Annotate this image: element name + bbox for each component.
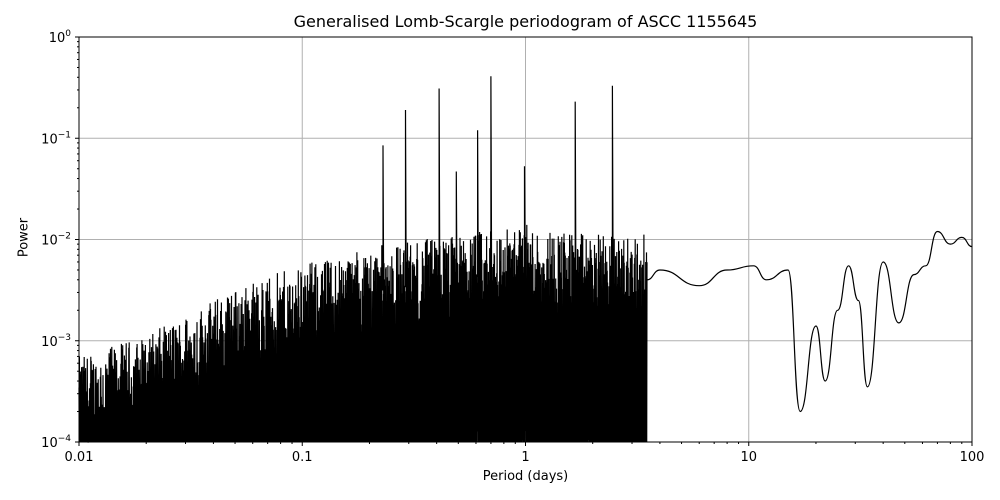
x-tick-label: 100 (960, 450, 985, 465)
power-curve (78, 76, 973, 443)
x-tick-label: 1 (521, 450, 529, 465)
y-tick-labels: 100 10−1 10−2 10−3 10−4 (41, 29, 71, 451)
x-tick-labels: 0.01 0.1 1 10 100 (65, 450, 985, 465)
x-tick-label: 0.01 (65, 450, 94, 465)
x-tick-label: 10 (740, 450, 757, 465)
chart-title: Generalised Lomb-Scargle periodogram of … (293, 12, 758, 31)
y-tick-label: 10−3 (41, 333, 71, 350)
x-axis-label: Period (days) (482, 469, 569, 484)
plot-frame (78, 36, 973, 443)
y-tick-label: 10−2 (41, 232, 71, 249)
y-tick-label: 10−1 (41, 130, 71, 147)
x-tick-label: 0.1 (292, 450, 313, 465)
y-tick-label: 10−4 (41, 434, 71, 451)
y-tick-label: 100 (49, 29, 72, 46)
